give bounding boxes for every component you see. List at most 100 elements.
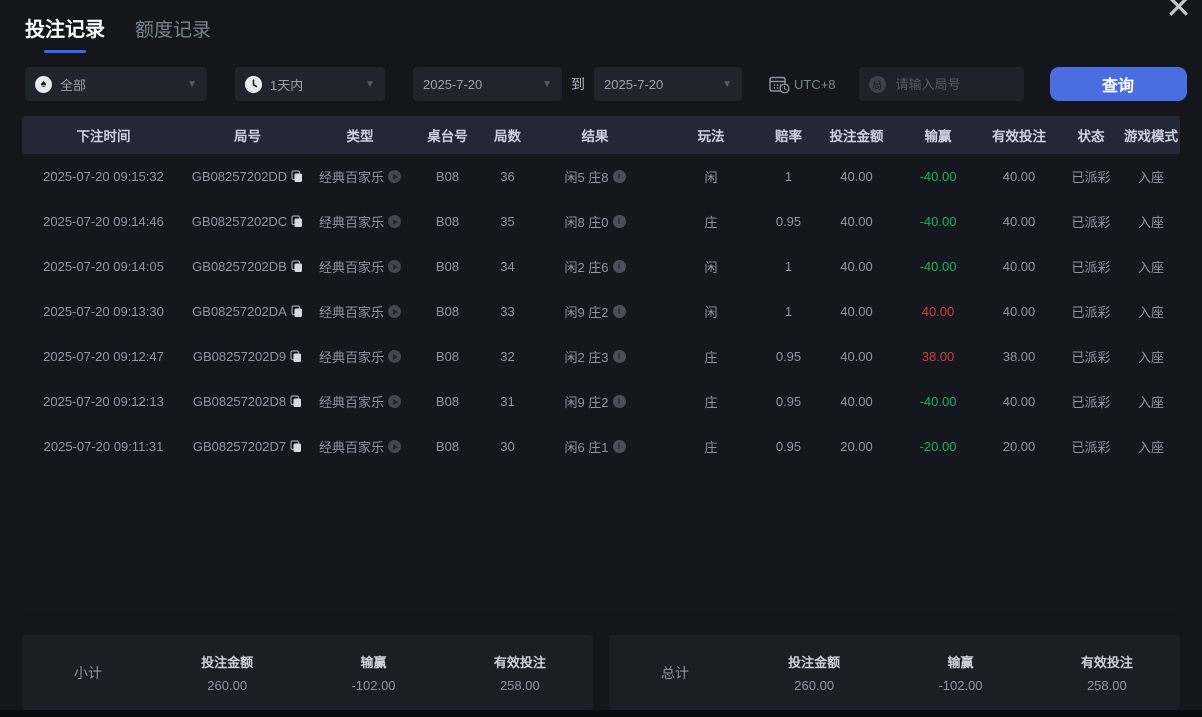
info-icon[interactable]: i	[612, 170, 626, 183]
table-no-cell: B08	[435, 394, 460, 409]
copy-icon[interactable]	[291, 305, 303, 318]
status-cell: 已派彩	[1071, 170, 1111, 185]
copy-icon[interactable]	[290, 395, 302, 408]
video-icon[interactable]	[388, 215, 401, 228]
query-button[interactable]: 查询	[1049, 67, 1187, 101]
table-no-cell: B08	[435, 214, 460, 229]
round-id-cell: GB08257202D7	[185, 439, 310, 454]
win-loss-cell: -40.00	[919, 214, 957, 229]
game-mode-cell: 入座	[1137, 170, 1164, 185]
play-cell: 庄	[704, 350, 718, 365]
tab-quota-records-label: 额度记录	[135, 20, 212, 41]
bet-time-cell: 2025-07-20 09:11:31	[43, 439, 164, 454]
result-cell: 闲9 庄2 i	[530, 302, 660, 321]
video-icon[interactable]	[388, 305, 401, 318]
subtotal-valid-stat: 有效投注 258.00	[447, 652, 593, 693]
copy-icon[interactable]	[291, 260, 303, 273]
win-loss-cell: -40.00	[919, 169, 957, 184]
tab-bet-records[interactable]: 投注记录	[25, 13, 105, 53]
copy-icon[interactable]	[291, 215, 303, 228]
summary-bar: 小计 投注金额 260.00 输赢 -102.00 有效投注 258.00 总计…	[22, 635, 1180, 710]
bet-time-cell: 2025-07-20 09:12:47	[43, 349, 164, 364]
info-icon[interactable]: i	[612, 260, 626, 273]
status-cell: 已派彩	[1071, 395, 1111, 410]
copy-icon[interactable]	[291, 170, 303, 183]
game-type-value: 全部	[60, 77, 87, 93]
bet-records-table: 下注时间 局号 类型 桌台号 局数 结果 玩法 赔率 投注金额 输赢 有效投注 …	[22, 116, 1180, 612]
tab-quota-records[interactable]: 额度记录	[135, 15, 211, 53]
round-number-icon: 局	[868, 75, 886, 93]
info-icon[interactable]: i	[612, 215, 626, 228]
subtotal-bet-label: 投注金额	[201, 655, 254, 670]
game-type-cell: 经典百家乐	[310, 392, 410, 411]
total-bet-label: 投注金额	[788, 655, 841, 670]
total-win-value: -102.00	[938, 678, 983, 693]
date-to-picker[interactable]: 2025-7-20 ▼	[594, 67, 742, 101]
round-no-cell: 32	[500, 349, 515, 364]
table-row: 2025-07-20 09:11:31 GB08257202D7 经典百家乐 B…	[22, 424, 1180, 469]
valid-bet-cell: 40.00	[1002, 259, 1036, 274]
game-mode-cell: 入座	[1137, 305, 1164, 320]
video-icon[interactable]	[388, 350, 401, 363]
odds-cell: 0.95	[775, 394, 802, 409]
copy-icon[interactable]	[290, 440, 302, 453]
round-no-cell: 33	[500, 304, 515, 319]
clock-icon	[245, 75, 262, 93]
game-type-cell: 经典百家乐	[310, 167, 410, 186]
play-cell: 庄	[704, 395, 718, 410]
info-icon[interactable]: i	[612, 305, 626, 318]
date-from-picker[interactable]: 2025-7-20 ▼	[413, 67, 562, 101]
table-no-cell: B08	[435, 304, 460, 319]
table-body: 2025-07-20 09:15:32 GB08257202DD 经典百家乐 B…	[22, 154, 1180, 612]
total-valid-stat: 有效投注 258.00	[1034, 652, 1180, 693]
video-icon[interactable]	[388, 260, 401, 273]
status-cell: 已派彩	[1071, 350, 1111, 365]
table-no-cell: B08	[435, 439, 460, 454]
table-header-cell: 输赢	[924, 129, 952, 144]
odds-cell: 1	[784, 304, 793, 319]
bet-amount-cell: 40.00	[840, 304, 873, 319]
video-icon[interactable]	[388, 440, 401, 453]
time-range-value: 1天内	[270, 77, 304, 93]
play-cell: 庄	[704, 215, 718, 230]
game-type-cell: 经典百家乐	[310, 212, 410, 231]
info-icon[interactable]: i	[612, 350, 626, 363]
copy-icon[interactable]	[290, 350, 302, 363]
time-range-dropdown[interactable]: 1天内 ▼	[235, 67, 385, 101]
table-row: 2025-07-20 09:14:46 GB08257202DC 经典百家乐 B…	[22, 199, 1180, 244]
table-header-cell: 局数	[494, 129, 521, 144]
game-mode-cell: 入座	[1137, 440, 1164, 455]
win-loss-cell: -20.00	[919, 439, 957, 454]
table-header-cell: 桌台号	[427, 129, 468, 144]
tab-bet-records-label: 投注记录	[25, 19, 105, 41]
game-type-cell: 经典百家乐	[310, 437, 410, 456]
odds-cell: 0.95	[775, 349, 802, 364]
total-valid-value: 258.00	[1086, 678, 1127, 693]
valid-bet-cell: 38.00	[1002, 349, 1036, 364]
video-icon[interactable]	[388, 395, 401, 408]
table-header-cell: 结果	[581, 129, 609, 144]
valid-bet-cell: 40.00	[1002, 169, 1036, 184]
round-number-input[interactable]	[893, 75, 1014, 93]
timezone-label: UTC+8	[794, 76, 836, 92]
date-from-value: 2025-7-20	[423, 76, 483, 92]
table-no-cell: B08	[435, 349, 460, 364]
subtotal-bet-value: 260.00	[207, 678, 248, 693]
game-type-dropdown[interactable]: ♠ 全部 ▼	[25, 67, 207, 101]
round-no-cell: 30	[500, 439, 515, 454]
info-icon[interactable]: i	[612, 395, 626, 408]
round-number-input-wrap: 局	[858, 67, 1024, 101]
chevron-down-icon: ▼	[542, 78, 552, 90]
calendar-clock-icon	[769, 76, 790, 94]
close-icon[interactable]: ✕	[1165, 0, 1192, 25]
to-label: 到	[571, 76, 585, 92]
info-icon[interactable]: i	[612, 440, 626, 453]
result-cell: 闲2 庄6 i	[530, 257, 660, 276]
odds-cell: 0.95	[775, 214, 802, 229]
table-header-cell: 游戏模式	[1124, 129, 1178, 144]
subtotal-label: 小计	[74, 664, 102, 681]
win-loss-cell: -40.00	[919, 259, 957, 274]
valid-bet-cell: 40.00	[1002, 304, 1036, 319]
video-icon[interactable]	[388, 170, 401, 183]
round-no-cell: 36	[500, 169, 515, 184]
